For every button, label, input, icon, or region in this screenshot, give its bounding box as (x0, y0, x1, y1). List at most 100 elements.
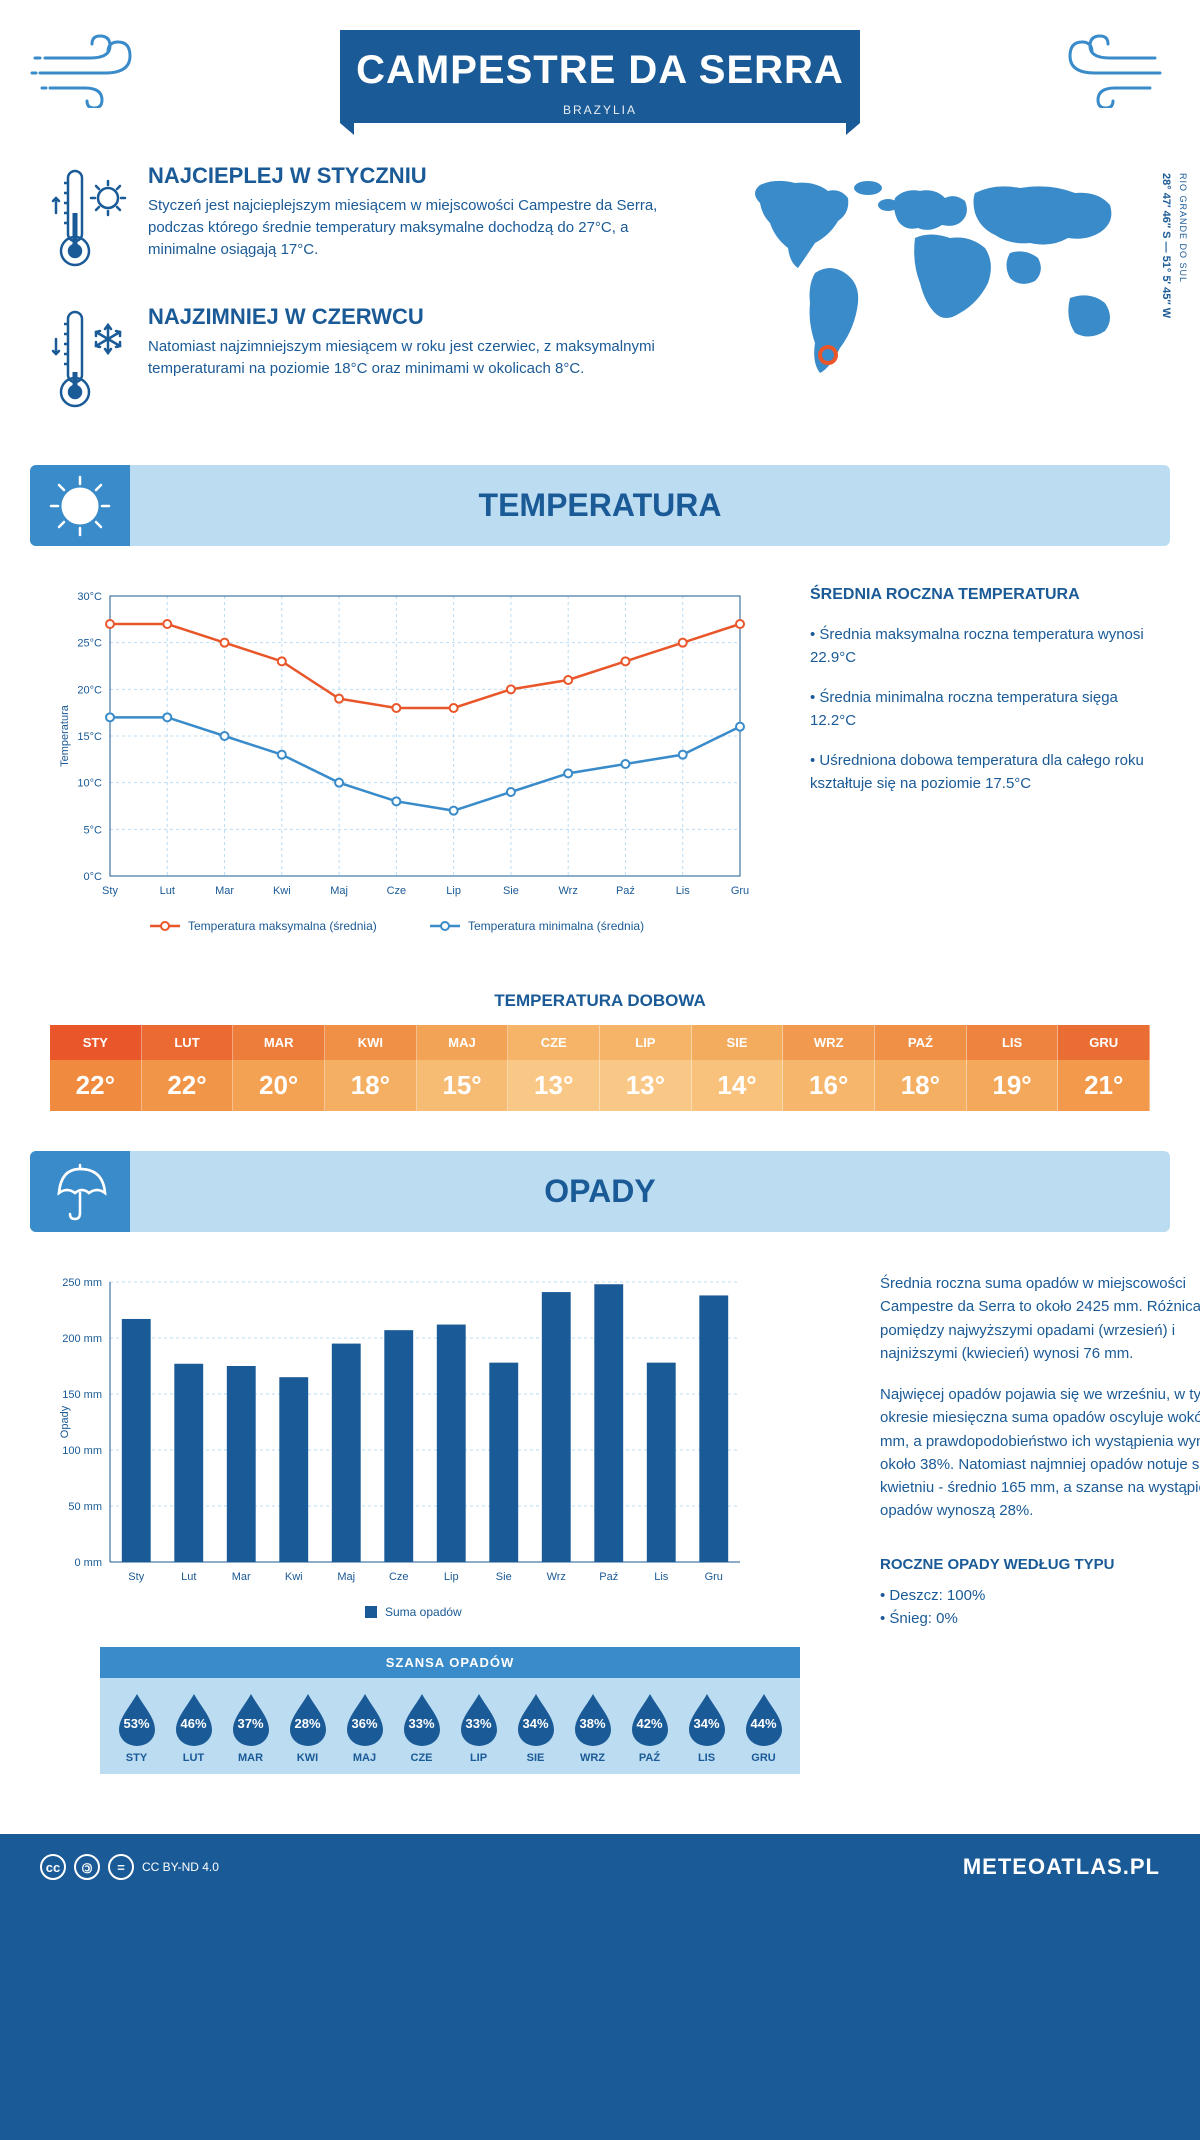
chance-value: 33% (400, 1716, 444, 1731)
svg-text:Sie: Sie (503, 885, 519, 897)
title-banner: CAMPESTRE DA SERRA BRAZYLIA (340, 30, 860, 123)
drop-icon: 34% (514, 1692, 558, 1746)
daily-month: GRU (1058, 1025, 1150, 1060)
by-icon: 🄯 (74, 1854, 100, 1880)
world-map: 28° 47′ 46″ S — 51° 5′ 45″ W RIO GRANDE … (720, 163, 1150, 445)
chance-month: LUT (165, 1752, 222, 1764)
svg-text:100 mm: 100 mm (62, 1445, 102, 1457)
coldest-title: NAJZIMNIEJ W CZERWCU (148, 304, 680, 330)
chance-month: CZE (393, 1752, 450, 1764)
precipitation-summary: Średnia roczna suma opadów w miejscowośc… (880, 1272, 1200, 1774)
daily-month: KWI (325, 1025, 417, 1060)
daily-month: LIS (967, 1025, 1059, 1060)
chance-value: 53% (115, 1716, 159, 1731)
chance-col: 53% STY (108, 1692, 165, 1764)
svg-text:200 mm: 200 mm (62, 1333, 102, 1345)
svg-text:25°C: 25°C (77, 638, 102, 650)
precip-p2: Najwięcej opadów pojawia się we wrześniu… (880, 1383, 1200, 1523)
svg-text:Cze: Cze (387, 885, 407, 897)
chance-month: MAR (222, 1752, 279, 1764)
chance-month: WRZ (564, 1752, 621, 1764)
daily-temp-table: STYLUTMARKWIMAJCZELIPSIEWRZPAŹLISGRU22°2… (50, 1025, 1150, 1111)
chance-col: 42% PAŹ (621, 1692, 678, 1764)
drop-icon: 36% (343, 1692, 387, 1746)
cc-icon: cc (40, 1854, 66, 1880)
chance-col: 33% CZE (393, 1692, 450, 1764)
svg-text:Wrz: Wrz (547, 1571, 566, 1583)
chance-col: 34% SIE (507, 1692, 564, 1764)
thermometer-snow-icon (50, 304, 130, 419)
chance-col: 36% MAJ (336, 1692, 393, 1764)
chance-month: LIP (450, 1752, 507, 1764)
daily-temp-title: TEMPERATURA DOBOWA (0, 991, 1200, 1011)
svg-text:Lut: Lut (181, 1571, 196, 1583)
svg-text:Temperatura: Temperatura (59, 704, 71, 767)
drop-icon: 42% (628, 1692, 672, 1746)
svg-text:Sty: Sty (128, 1571, 144, 1583)
chance-value: 34% (514, 1716, 558, 1731)
chance-month: SIE (507, 1752, 564, 1764)
svg-text:20°C: 20°C (77, 684, 102, 696)
temp-bullet: • Średnia maksymalna roczna temperatura … (810, 624, 1150, 669)
drop-icon: 34% (685, 1692, 729, 1746)
svg-text:Lip: Lip (444, 1571, 459, 1583)
daily-value: 13° (508, 1060, 600, 1111)
umbrella-icon (30, 1151, 130, 1232)
chance-col: 28% KWI (279, 1692, 336, 1764)
section-title-temperature: TEMPERATURA (30, 465, 1170, 546)
svg-text:Lip: Lip (446, 885, 461, 897)
daily-month: MAR (233, 1025, 325, 1060)
section-title-text: TEMPERATURA (479, 487, 722, 523)
daily-month: LUT (142, 1025, 234, 1060)
svg-text:Maj: Maj (337, 1571, 355, 1583)
temp-bullet: • Średnia minimalna roczna temperatura s… (810, 687, 1150, 732)
svg-text:15°C: 15°C (77, 731, 102, 743)
svg-text:Gru: Gru (705, 1571, 723, 1583)
daily-value: 22° (50, 1060, 142, 1111)
daily-value: 16° (783, 1060, 875, 1111)
daily-value: 13° (600, 1060, 692, 1111)
chance-month: PAŹ (621, 1752, 678, 1764)
coldest-block: NAJZIMNIEJ W CZERWCU Natomiast najzimnie… (50, 304, 680, 419)
chance-value: 36% (343, 1716, 387, 1731)
license: cc 🄯 = CC BY-ND 4.0 (40, 1854, 219, 1880)
daily-value: 18° (875, 1060, 967, 1111)
section-title-precipitation: OPADY (30, 1151, 1170, 1232)
chance-col: 33% LIP (450, 1692, 507, 1764)
temperature-row: 0°C5°C10°C15°C20°C25°C30°CStyLutMarKwiMa… (0, 546, 1200, 971)
coldest-text: Natomiast najzimniejszym miesiącem w rok… (148, 336, 680, 380)
svg-text:Paź: Paź (616, 885, 635, 897)
chance-value: 37% (229, 1716, 273, 1731)
country-name: BRAZYLIA (340, 103, 860, 117)
daily-value: 14° (692, 1060, 784, 1111)
footer: cc 🄯 = CC BY-ND 4.0 METEOATLAS.PL (0, 1834, 1200, 1900)
chance-of-precip: SZANSA OPADÓW 53% STY 46% LUT 37% MAR 28… (100, 1647, 800, 1774)
temperature-chart: 0°C5°C10°C15°C20°C25°C30°CStyLutMarKwiMa… (50, 586, 780, 951)
svg-text:Temperatura minimalna (średnia: Temperatura minimalna (średnia) (468, 919, 644, 933)
svg-text:250 mm: 250 mm (62, 1277, 102, 1289)
warmest-title: NAJCIEPLEJ W STYCZNIU (148, 163, 680, 189)
chance-month: GRU (735, 1752, 792, 1764)
intro-section: NAJCIEPLEJ W STYCZNIU Styczeń jest najci… (0, 133, 1200, 465)
intro-text: NAJCIEPLEJ W STYCZNIU Styczeń jest najci… (50, 163, 680, 445)
daily-month: LIP (600, 1025, 692, 1060)
svg-text:30°C: 30°C (77, 591, 102, 603)
temperature-summary: ŚREDNIA ROCZNA TEMPERATURA • Średnia mak… (810, 586, 1150, 951)
chance-month: STY (108, 1752, 165, 1764)
precip-p1: Średnia roczna suma opadów w miejscowośc… (880, 1272, 1200, 1365)
drop-icon: 33% (400, 1692, 444, 1746)
svg-text:5°C: 5°C (84, 824, 103, 836)
daily-value: 22° (142, 1060, 234, 1111)
header: CAMPESTRE DA SERRA BRAZYLIA (0, 0, 1200, 133)
coordinates: 28° 47′ 46″ S — 51° 5′ 45″ W (1160, 173, 1172, 318)
daily-month: WRZ (783, 1025, 875, 1060)
chance-value: 42% (628, 1716, 672, 1731)
daily-value: 20° (233, 1060, 325, 1111)
svg-text:Sie: Sie (496, 1571, 512, 1583)
svg-text:Kwi: Kwi (273, 885, 291, 897)
precip-type-title: ROCZNE OPADY WEDŁUG TYPU (880, 1553, 1200, 1576)
svg-text:Mar: Mar (232, 1571, 251, 1583)
svg-text:Lis: Lis (654, 1571, 669, 1583)
svg-text:Mar: Mar (215, 885, 234, 897)
city-name: CAMPESTRE DA SERRA (340, 48, 860, 93)
